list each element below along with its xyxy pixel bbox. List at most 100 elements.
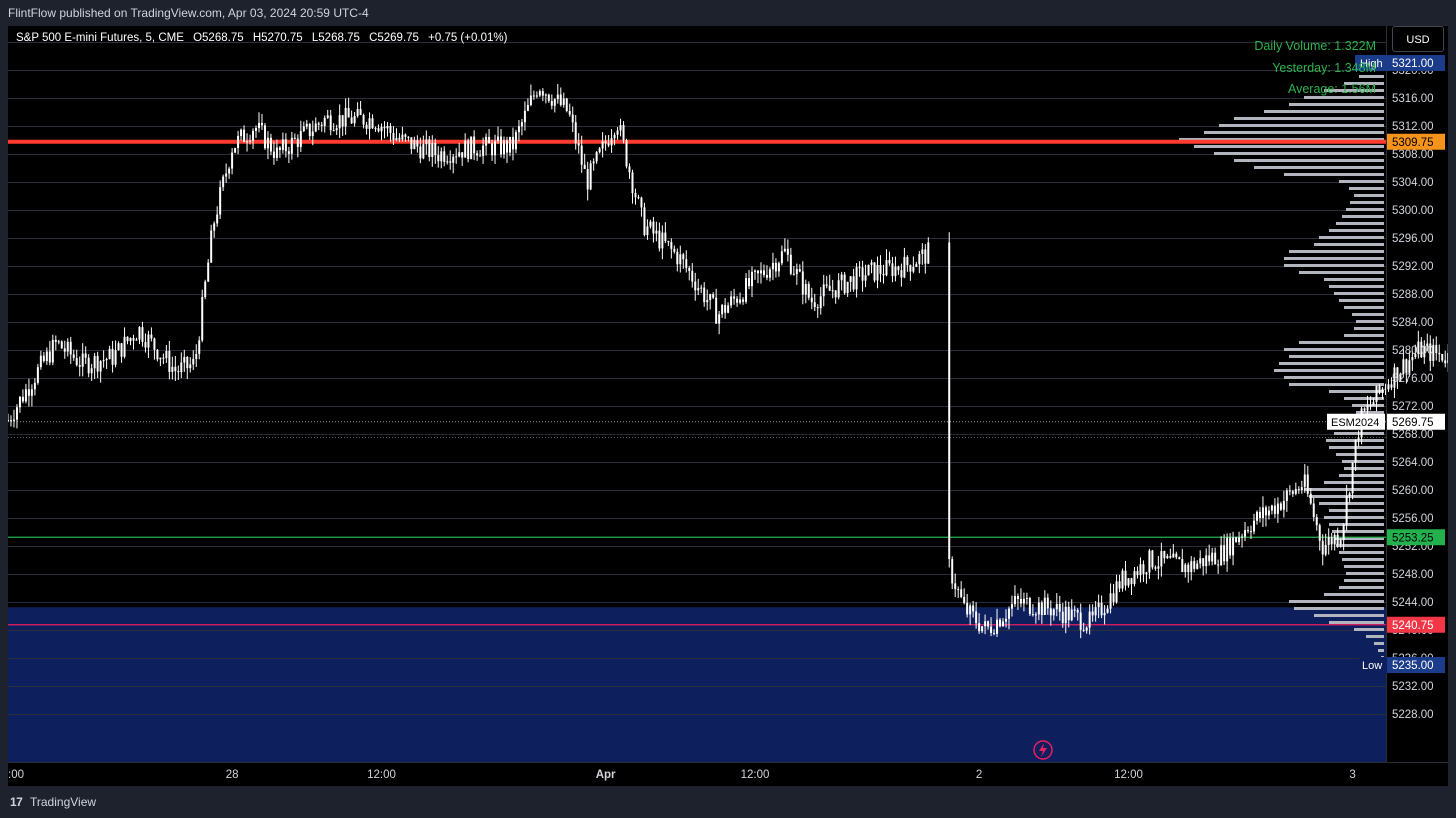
candle-body	[1229, 537, 1232, 556]
candle-body	[640, 197, 643, 208]
candle-body	[434, 142, 437, 156]
candle-body	[305, 123, 308, 127]
candle-body	[981, 626, 984, 632]
candle-body	[700, 287, 703, 289]
candle-body	[383, 126, 386, 129]
candle-body	[667, 241, 670, 243]
candle-body	[751, 271, 754, 287]
candle-body	[1384, 388, 1387, 390]
ohlc-close: C5269.75	[369, 32, 419, 44]
candle-body	[1387, 384, 1390, 390]
candle-body	[281, 139, 284, 150]
candle-body	[1160, 551, 1163, 567]
volume-profile-bar	[1346, 208, 1384, 211]
candle-body	[649, 221, 652, 227]
candle-body	[1336, 534, 1339, 545]
candle-body	[27, 389, 30, 396]
candle-body	[661, 232, 664, 249]
candle-body	[1154, 567, 1157, 569]
candle-body	[275, 147, 278, 158]
candle-body	[999, 619, 1002, 627]
candle-body	[180, 362, 183, 373]
volume-profile-bar	[1314, 614, 1384, 617]
symbol-tag	[1327, 413, 1385, 430]
candle-body	[547, 94, 550, 102]
volume-profile-bar	[1289, 250, 1384, 253]
currency-button[interactable]: USD	[1392, 26, 1444, 52]
y-tick-label: 5312.00	[1392, 121, 1434, 133]
candle-body	[1094, 607, 1097, 616]
candle-body	[78, 365, 81, 367]
candle-body	[1031, 614, 1034, 616]
x-tick-label: 28	[226, 769, 239, 781]
candle-body	[132, 338, 135, 341]
candle-body	[1288, 490, 1291, 492]
candle-body	[192, 358, 195, 365]
candle-body	[1354, 439, 1357, 463]
time-axis-background	[8, 762, 1448, 786]
candle-body	[1435, 344, 1438, 354]
candle-body	[45, 351, 48, 361]
candle-body	[1049, 608, 1052, 616]
candle-body	[1187, 564, 1190, 573]
lightning-alert-icon[interactable]	[1033, 740, 1053, 760]
candle-body	[870, 262, 873, 265]
y-tick-label: 5304.00	[1392, 177, 1434, 189]
candle-body	[1390, 384, 1393, 388]
candle-body	[278, 147, 281, 150]
candle-body	[482, 145, 485, 157]
candle-body	[15, 407, 18, 420]
candle-body	[24, 389, 27, 402]
candle-body	[604, 141, 607, 144]
candle-body	[1064, 606, 1067, 624]
candle-body	[428, 139, 431, 157]
candle-body	[1058, 603, 1061, 612]
candle-body	[721, 305, 724, 315]
candle-body	[736, 298, 739, 303]
volume-profile-bar	[1342, 215, 1384, 218]
candle-body	[1139, 564, 1142, 576]
candle-body	[1070, 609, 1073, 621]
volume-profile-bar	[1284, 376, 1384, 379]
candle-body	[613, 134, 616, 139]
candle-body	[1264, 507, 1267, 516]
candle-body	[1076, 610, 1079, 613]
candle-body	[1013, 596, 1016, 605]
candle-body	[1016, 596, 1019, 599]
x-tick-label: 12:00	[1114, 769, 1143, 781]
candle-body	[996, 619, 999, 634]
volume-profile-bar	[1344, 467, 1384, 470]
volume-profile-bar	[1234, 117, 1384, 120]
chart-canvas[interactable]: 5228.005232.005236.005240.005244.005248.…	[8, 26, 1448, 786]
candle-body	[446, 161, 449, 163]
volume-profile-bar	[1339, 586, 1384, 589]
volume-profile-bar	[1324, 593, 1384, 596]
candle-body	[1321, 540, 1324, 555]
symbol-title[interactable]: S&P 500 E-mini Futures, 5, CME	[16, 32, 184, 44]
candle-body	[1142, 564, 1145, 574]
candle-body	[386, 125, 389, 129]
candle-body	[1172, 553, 1175, 558]
volume-profile-bar	[1359, 75, 1384, 78]
low-name-label: Low	[1362, 660, 1382, 672]
candle-body	[1276, 503, 1279, 514]
chart-area[interactable]: 5228.005232.005236.005240.005244.005248.…	[8, 26, 1448, 786]
candle-body	[156, 349, 159, 360]
tradingview-brand[interactable]: TradingView	[30, 795, 97, 809]
candle-body	[556, 94, 559, 100]
candle-body	[470, 136, 473, 160]
tradingview-logo-icon[interactable]: 17	[10, 795, 23, 809]
candle-body	[927, 242, 930, 264]
candle-body	[703, 287, 706, 303]
candle-body	[63, 348, 66, 352]
candle-body	[1103, 612, 1106, 616]
candle-body	[535, 95, 538, 97]
candle-body	[272, 151, 275, 158]
x-tick-label: Apr	[596, 769, 616, 781]
candle-body	[488, 136, 491, 144]
candle-body	[269, 137, 272, 152]
candle-body	[228, 168, 231, 174]
candle-body	[921, 249, 924, 254]
candle-body	[1223, 545, 1226, 562]
candle-body	[1118, 581, 1121, 589]
